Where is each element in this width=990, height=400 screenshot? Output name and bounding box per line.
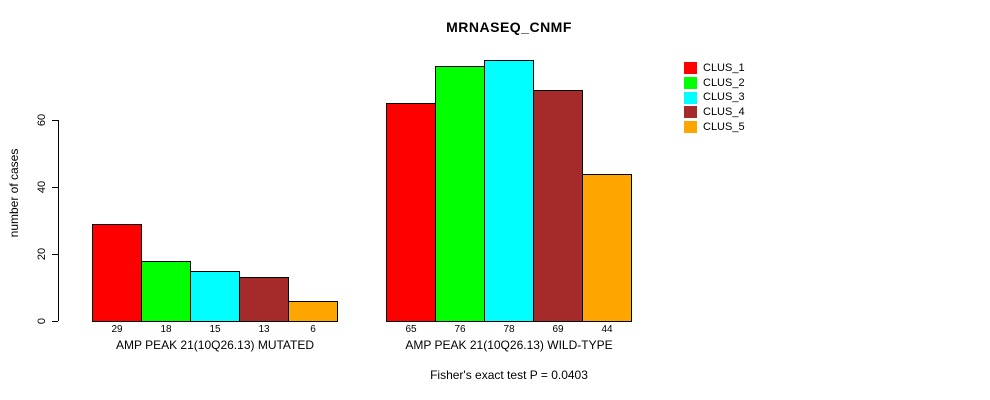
legend-swatch-icon xyxy=(684,62,697,75)
bar-clus_4-group2 xyxy=(533,89,583,322)
legend-item-clus_1: CLUS_1 xyxy=(684,61,745,76)
bar-value-label: 15 xyxy=(209,324,221,335)
bar-value-label: 18 xyxy=(160,324,172,335)
group-label-2: AMP PEAK 21(10Q26.13) WILD-TYPE xyxy=(405,338,613,352)
bar-clus_4-group1 xyxy=(239,277,289,322)
bar-value-label: 76 xyxy=(454,324,466,335)
bar-clus_2-group2 xyxy=(435,66,485,322)
y-tick-mark xyxy=(52,320,58,322)
bar-clus_1-group2 xyxy=(386,103,436,322)
y-tick-label: 40 xyxy=(36,180,48,194)
legend-item-clus_4: CLUS_4 xyxy=(684,105,745,120)
legend-label: CLUS_4 xyxy=(703,105,745,118)
bar-clus_2-group1 xyxy=(141,260,191,322)
legend-label: CLUS_3 xyxy=(703,91,745,104)
bar-clus_3-group1 xyxy=(190,270,240,322)
legend-swatch-icon xyxy=(684,121,697,134)
legend-swatch-icon xyxy=(684,106,697,119)
bar-clus_1-group1 xyxy=(92,223,142,322)
y-axis-label: number of cases xyxy=(7,148,21,238)
bar-value-label: 65 xyxy=(405,324,417,335)
chart-title: MRNASEQ_CNMF xyxy=(446,19,572,35)
legend-swatch-icon xyxy=(684,77,697,90)
y-tick-mark xyxy=(52,253,58,255)
y-axis-line xyxy=(58,120,59,321)
y-tick-label: 60 xyxy=(36,113,48,127)
bar-value-label: 69 xyxy=(552,324,564,335)
y-tick-mark xyxy=(52,119,58,121)
bar-value-label: 6 xyxy=(310,324,316,335)
legend-label: CLUS_2 xyxy=(703,76,745,89)
legend-label: CLUS_5 xyxy=(703,120,745,133)
legend-label: CLUS_1 xyxy=(703,61,745,74)
fisher-test-annotation: Fisher's exact test P = 0.0403 xyxy=(430,368,588,382)
legend-swatch-icon xyxy=(684,91,697,104)
bar-clus_3-group2 xyxy=(484,59,534,322)
bar-value-label: 13 xyxy=(258,324,270,335)
y-tick-label: 0 xyxy=(36,317,48,325)
bar-value-label: 44 xyxy=(601,324,613,335)
legend-item-clus_5: CLUS_5 xyxy=(684,120,745,135)
bar-value-label: 29 xyxy=(111,324,123,335)
legend-item-clus_3: CLUS_3 xyxy=(684,90,745,105)
bar-value-label: 78 xyxy=(503,324,515,335)
bar-clus_5-group2 xyxy=(582,173,632,322)
legend-item-clus_2: CLUS_2 xyxy=(684,76,745,91)
y-tick-label: 20 xyxy=(36,247,48,261)
legend: CLUS_1 CLUS_2 CLUS_3 CLUS_4 CLUS_5 xyxy=(684,61,745,134)
bar-clus_5-group1 xyxy=(288,300,338,322)
y-tick-mark xyxy=(52,186,58,188)
group-label-1: AMP PEAK 21(10Q26.13) MUTATED xyxy=(115,338,315,352)
